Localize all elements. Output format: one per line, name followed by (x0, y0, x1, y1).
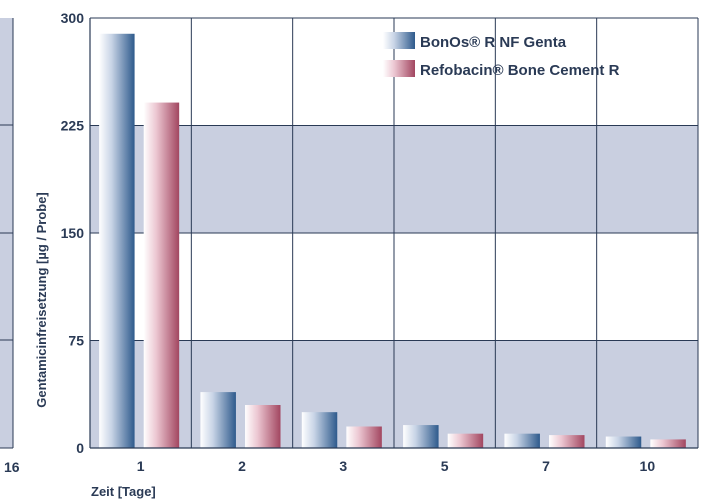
legend-swatch-series-1 (383, 32, 415, 49)
bar-series-1-7 (504, 433, 540, 448)
x-axis-title: Zeit [Tage] (91, 484, 156, 499)
x-tick-label: 2 (238, 458, 246, 474)
bar-series-1-3 (301, 412, 338, 448)
bar-series-2-2 (245, 405, 281, 448)
y-tick-label: 225 (61, 118, 85, 134)
bar-series-2-7 (549, 435, 585, 448)
axes: 0 75 150 225 300 1 2 3 5 7 10 Zeit [Tage] Gentamicin… (34, 10, 698, 499)
x-tick-label: 10 (640, 458, 656, 474)
x-tick-label: 7 (542, 458, 550, 474)
legend-swatch-series-2 (383, 60, 415, 77)
y-tick-label: 75 (68, 333, 84, 349)
y-tick-label: 0 (76, 440, 84, 456)
legend: BonOs® R NF Genta Refobacin® Bone Cement … (383, 32, 620, 79)
bar-series-2-3 (346, 426, 382, 448)
y-axis-title: Gentamicinfreisetzung [µg / Probe] (34, 192, 49, 408)
x-tick-label: 1 (137, 458, 145, 474)
bar-series-1-1 (99, 33, 135, 449)
legend-label-series-2: Refobacin® Bone Cement R (420, 62, 620, 79)
y-tick-label: 150 (61, 225, 85, 241)
bar-series-1-5 (403, 425, 439, 448)
bars (99, 33, 686, 449)
plot-area (89, 17, 699, 449)
bar-series-2-10 (650, 439, 686, 448)
y-tick-label: 300 (61, 10, 85, 26)
x-tick-label: 5 (441, 458, 449, 474)
bar-series-1-10 (605, 436, 642, 448)
x-tick-label: 3 (339, 458, 347, 474)
bar-series-1-2 (200, 392, 236, 448)
legend-label-series-1: BonOs® R NF Genta (420, 34, 567, 51)
bar-series-2-5 (447, 433, 484, 448)
clipped-left-panel: 16 (0, 18, 20, 475)
bar-series-2-1 (143, 102, 180, 449)
clipped-panel-tick-label: 16 (4, 459, 20, 475)
